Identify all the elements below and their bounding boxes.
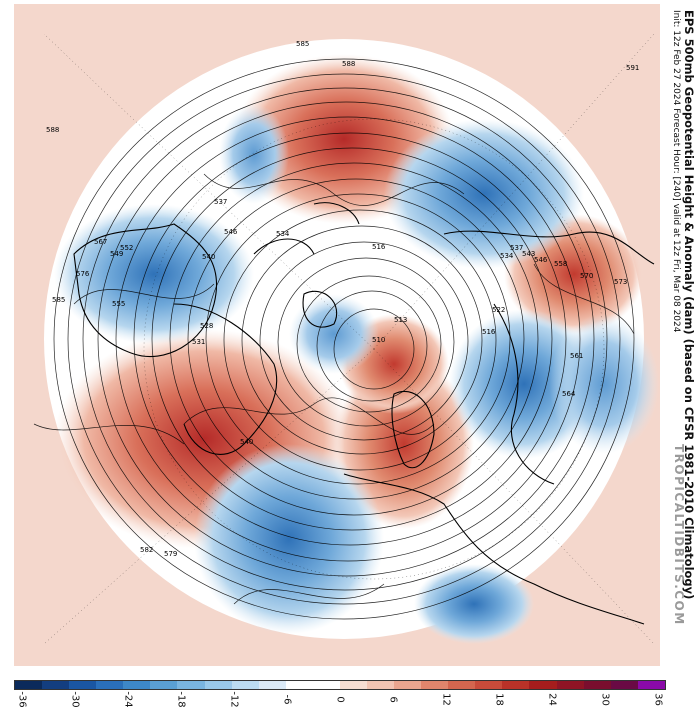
colorbar-tick-label: 0 — [334, 696, 346, 703]
contour-label: 570 — [580, 272, 593, 280]
colorbar-segment — [96, 681, 124, 689]
colorbar-segment — [42, 681, 70, 689]
contour-label: 549 — [110, 250, 123, 258]
coastlines — [73, 202, 655, 625]
anomaly-map: 585 588 591 546 537 540 534 516 513 510 … — [33, 33, 659, 645]
contour-label: 564 — [562, 390, 576, 398]
contour-label: 579 — [164, 550, 177, 558]
anomaly-negative — [289, 294, 379, 374]
contour-label: 576 — [76, 270, 90, 278]
contour-label: 567 — [94, 238, 107, 246]
graticule — [43, 33, 655, 645]
title-strip: EPS 500mb Geopotential Height & Anomaly … — [662, 4, 698, 666]
contour-label: 588 — [46, 126, 59, 134]
colorbar-segment — [204, 681, 232, 689]
anomaly-negative — [194, 444, 384, 634]
colorbar-segment — [475, 681, 503, 689]
contour-label: 543 — [522, 250, 535, 258]
contour-label: 546 — [224, 228, 238, 236]
contour-label: 555 — [112, 300, 125, 308]
colorbar-segment — [367, 681, 395, 689]
colorbar-segment — [177, 681, 205, 689]
colorbar-segment — [556, 681, 584, 689]
contour-label: 537 — [214, 198, 227, 206]
colorbar — [14, 680, 666, 690]
credit-watermark: TROPICALTIDBITS.COM — [672, 444, 686, 626]
colorbar-segment — [150, 681, 178, 689]
colorbar-segment — [15, 681, 43, 689]
contour-label: 546 — [534, 256, 548, 264]
contour-label: 540 — [202, 253, 215, 261]
contour-label: 585 — [52, 296, 65, 304]
colorbar-segment — [123, 681, 151, 689]
contour-label: 531 — [192, 338, 205, 346]
contour-label: 537 — [510, 244, 523, 252]
contour-label: 534 — [500, 252, 514, 260]
colorbar-segment — [69, 681, 97, 689]
colorbar-segment — [285, 681, 313, 689]
contour-label: 573 — [614, 278, 627, 286]
colorbar-segment — [312, 681, 340, 689]
colorbar-segment — [448, 681, 476, 689]
contour-label: 510 — [372, 336, 385, 344]
colorbar-segment — [502, 681, 530, 689]
colorbar-tick-label: 24 — [546, 693, 558, 706]
contour-label: 516 — [482, 328, 496, 336]
colorbar-tick-label: 12 — [440, 693, 452, 706]
colorbar-tick-label: 18 — [493, 693, 505, 706]
contour-label: 540 — [240, 438, 253, 446]
colorbar-tick-label: 36 — [652, 693, 664, 706]
colorbar-ticks: -36 -30 -24 -18 -12 -6 0 6 12 18 24 30 36 — [14, 691, 666, 714]
colorbar-segment — [231, 681, 259, 689]
contour-label: 558 — [554, 260, 567, 268]
colorbar-tick-label: -30 — [69, 691, 81, 708]
colorbar-segment — [610, 681, 638, 689]
colorbar-segment — [637, 681, 665, 689]
colorbar-segment — [421, 681, 449, 689]
contour-label: 552 — [120, 244, 133, 252]
contour-label: 513 — [394, 316, 407, 324]
contour-label: 522 — [492, 306, 505, 314]
colorbar-tick-label: -6 — [281, 694, 293, 705]
anomaly-negative — [414, 564, 534, 644]
chart-subtitle: Init: 12z Feb 27 2024 Forecast Hour: [24… — [671, 10, 681, 333]
anomaly-negative — [219, 104, 289, 204]
contour-labels: 585 588 591 546 537 540 534 516 513 510 … — [46, 40, 639, 558]
contour-label: 591 — [626, 64, 639, 72]
colorbar-segment — [258, 681, 286, 689]
colorbar-tick-label: -24 — [122, 691, 134, 708]
contour-label: 582 — [140, 546, 153, 554]
contour-label: 588 — [342, 60, 355, 68]
colorbar-tick-label: 6 — [387, 696, 399, 703]
colorbar-segment — [529, 681, 557, 689]
anomaly-negative — [549, 314, 659, 454]
contour-label: 528 — [200, 322, 213, 330]
contour-label: 585 — [296, 40, 309, 48]
colorbar-segment — [583, 681, 611, 689]
colorbar-tick-label: -18 — [175, 691, 187, 708]
contour-label: 516 — [372, 243, 386, 251]
height-contours — [33, 58, 635, 620]
colorbar-tick-label: 30 — [599, 693, 611, 706]
map-panel: 585 588 591 546 537 540 534 516 513 510 … — [14, 4, 660, 666]
contour-label: 561 — [570, 352, 583, 360]
colorbar-tick-label: -12 — [228, 691, 240, 708]
contour-label: 534 — [276, 230, 290, 238]
colorbar-tick-label: -36 — [16, 691, 28, 708]
anomaly-negative — [384, 119, 584, 269]
colorbar-segment — [394, 681, 422, 689]
colorbar-segment — [339, 681, 368, 689]
anomaly-shading — [54, 54, 659, 644]
